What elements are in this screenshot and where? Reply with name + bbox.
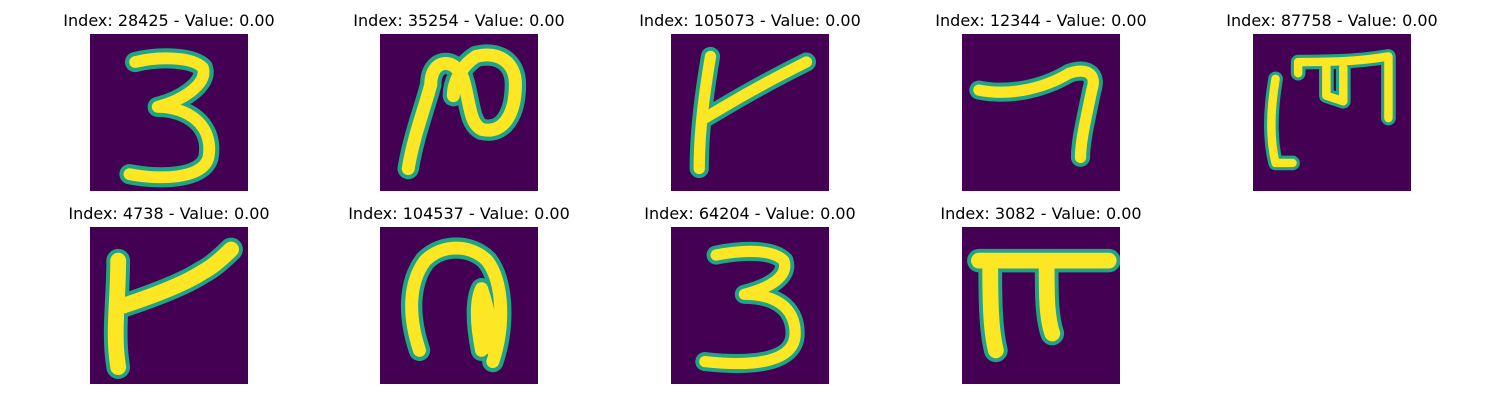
panel-title: Index: 12344 - Value: 0.00 <box>935 11 1147 30</box>
panel-title: Index: 4738 - Value: 0.00 <box>68 204 270 223</box>
panel-title: Index: 64204 - Value: 0.00 <box>644 204 856 223</box>
handwritten-glyph-image <box>671 227 829 384</box>
panel-title: Index: 105073 - Value: 0.00 <box>639 11 861 30</box>
handwritten-glyph-image <box>90 34 248 191</box>
handwritten-glyph-image <box>1253 34 1411 191</box>
handwritten-glyph-image <box>380 227 538 384</box>
handwritten-glyph-image <box>962 227 1120 384</box>
panel-title: Index: 35254 - Value: 0.00 <box>353 11 565 30</box>
panel-title: Index: 3082 - Value: 0.00 <box>940 204 1142 223</box>
panel-title: Index: 28425 - Value: 0.00 <box>63 11 275 30</box>
handwritten-glyph-image <box>380 34 538 191</box>
handwritten-glyph-image <box>671 34 829 191</box>
handwritten-glyph-image <box>90 227 248 384</box>
panel-title: Index: 87758 - Value: 0.00 <box>1226 11 1438 30</box>
handwritten-glyph-image <box>962 34 1120 191</box>
panel-title: Index: 104537 - Value: 0.00 <box>348 204 570 223</box>
